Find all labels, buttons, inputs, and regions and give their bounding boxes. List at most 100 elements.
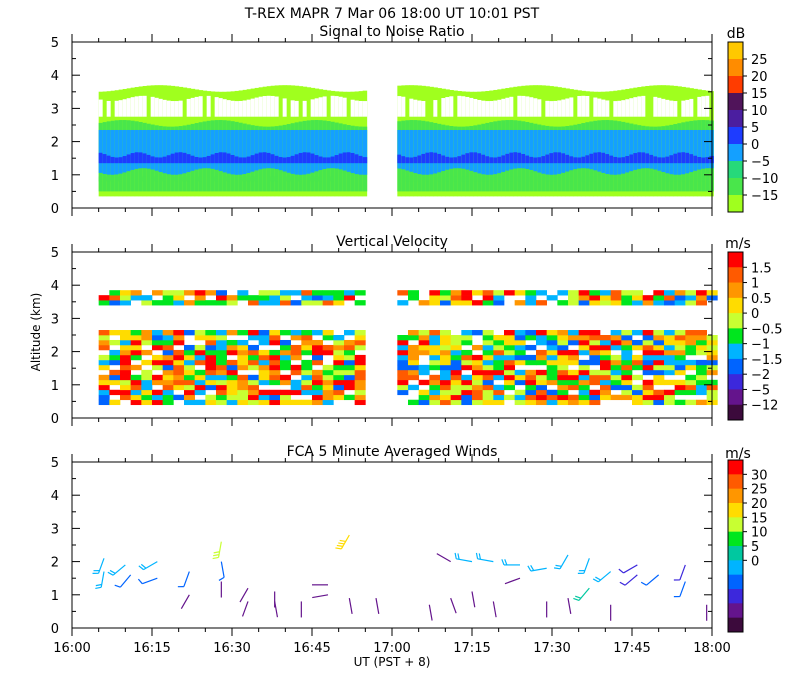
snr-cell [633, 176, 638, 182]
snr-cell [601, 152, 606, 164]
vv-cell [333, 339, 345, 346]
vv-cell [450, 335, 462, 341]
snr-cell [134, 152, 140, 164]
y-axis-label: Altitude (km) [29, 293, 43, 372]
colorbar-label: −10 [751, 172, 778, 187]
vv-cell [525, 374, 537, 381]
snr-cell [234, 156, 240, 164]
wind-barb-flag [555, 564, 562, 567]
vv-cell [610, 394, 622, 401]
vv-cell [194, 379, 206, 386]
vv-cell [418, 364, 430, 371]
vv-cell [141, 399, 153, 406]
vv-cell [397, 359, 409, 366]
vv-cell [653, 344, 665, 351]
vv-cell [130, 379, 142, 386]
snr-cell [633, 153, 638, 164]
colorbar-swatch [728, 517, 743, 533]
snr-cell [178, 100, 184, 117]
vv-cell [685, 335, 697, 341]
vv-cell [226, 349, 238, 356]
vv-cell [546, 379, 558, 386]
vv-cell [301, 359, 313, 366]
vv-cell [130, 389, 142, 396]
vv-cell [226, 369, 238, 376]
vv-cell [344, 339, 355, 346]
snr-cell [569, 156, 574, 164]
snr-cell [613, 101, 618, 117]
snr-cell [649, 176, 654, 182]
vv-cell [546, 339, 558, 346]
snr-cell [637, 129, 642, 169]
vv-cell [482, 399, 494, 406]
vv-cell [440, 389, 451, 396]
snr-cell [585, 155, 590, 164]
vv-cell [333, 394, 345, 401]
vv-cell [258, 394, 270, 401]
vv-cell [610, 374, 622, 381]
snr-plot-area [98, 85, 714, 197]
vv-cell [397, 364, 409, 371]
snr-cell [222, 152, 228, 164]
snr-cell [302, 129, 308, 175]
vv-cell [685, 300, 697, 306]
vv-cell [162, 330, 174, 336]
snr-cell [445, 97, 450, 117]
vv-cell [301, 335, 313, 341]
vv-cell [248, 300, 259, 306]
vv-cell [120, 364, 131, 371]
vv-cell [525, 330, 537, 336]
vv-cell [141, 300, 153, 306]
wind-barb-flag [218, 576, 225, 581]
snr-cell [705, 157, 710, 164]
vv-cell [322, 300, 334, 306]
vv-cell [354, 379, 366, 386]
vv-cell [109, 369, 121, 376]
snr-cell [266, 152, 272, 164]
vv-cell [354, 369, 366, 376]
vv-cell [514, 394, 526, 401]
vv-cell [152, 399, 163, 406]
vv-cell [482, 349, 494, 356]
wind-barb [142, 577, 158, 585]
vv-cell [632, 389, 643, 396]
vv-cell [642, 339, 654, 346]
snr-cell [166, 129, 172, 175]
snr-cell [214, 153, 220, 164]
vv-cell [653, 394, 665, 401]
vv-cell [301, 399, 313, 406]
snr-cell [497, 156, 502, 164]
snr-cell [581, 95, 586, 117]
snr-cell [242, 100, 248, 117]
snr-cell [613, 156, 618, 164]
vv-cell [269, 399, 281, 406]
vv-cell [130, 394, 142, 401]
snr-colorbar: 25 20 15 10 5 0 −5 −10 −15 [727, 41, 778, 213]
snr-cell [493, 129, 498, 175]
snr-cell [182, 152, 188, 164]
snr-cell [314, 129, 320, 172]
snr-cell [362, 157, 368, 164]
vv-cell [461, 330, 473, 336]
vv-cell [162, 339, 174, 346]
snr-cell [310, 176, 316, 182]
snr-cell [126, 154, 132, 164]
vv-cell [226, 374, 238, 381]
vv-cell [162, 389, 174, 396]
vv-cell [696, 389, 707, 396]
x-tick-label: 16:00 [53, 641, 90, 656]
vv-cell [450, 399, 462, 406]
vv-cell [109, 359, 121, 366]
vv-cell [440, 349, 451, 356]
snr-cell [649, 129, 654, 169]
snr-cell [409, 157, 414, 164]
vv-cell [674, 359, 686, 366]
vv-cell [685, 330, 697, 336]
snr-cell [565, 98, 570, 117]
snr-cell [118, 157, 124, 164]
y-tick-label: 3 [51, 522, 59, 537]
snr-cell [477, 153, 482, 164]
vv-cell [98, 354, 110, 361]
vv-cell [450, 389, 462, 396]
vv-cell [216, 300, 227, 306]
